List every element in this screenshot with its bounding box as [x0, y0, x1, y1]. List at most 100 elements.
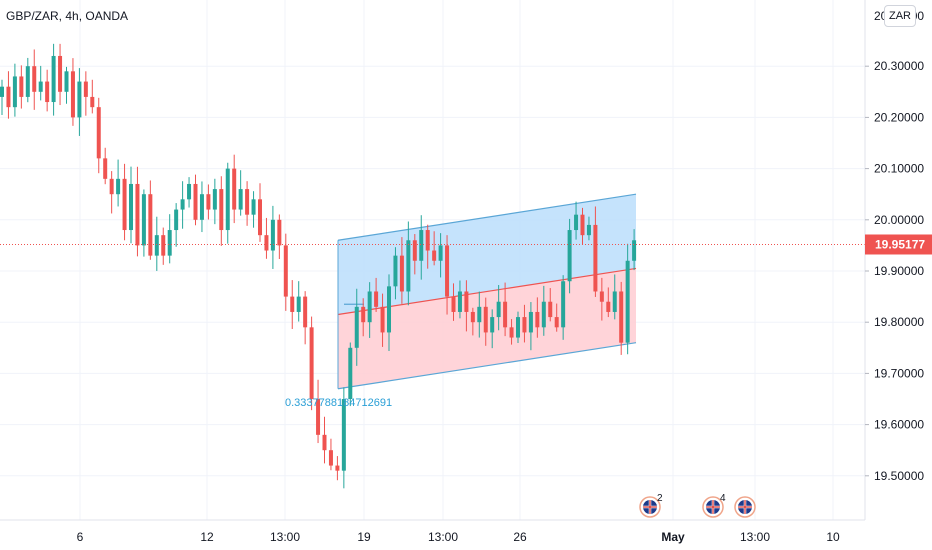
- candle-body: [161, 235, 166, 256]
- candle-body: [19, 76, 24, 97]
- candle-body: [148, 194, 153, 256]
- candle-body: [393, 255, 398, 287]
- channel-upper-zone: [338, 194, 636, 315]
- candle-body: [154, 235, 159, 256]
- candle-body: [341, 399, 346, 471]
- candle-body: [51, 55, 56, 103]
- candle-body: [406, 240, 411, 292]
- candle-body: [103, 158, 108, 179]
- candle-body: [419, 230, 424, 261]
- candle-body: [348, 347, 353, 399]
- candle-body: [180, 199, 185, 210]
- channel-bottom-line: [337, 342, 637, 390]
- time-tick-label: 13:00: [428, 530, 458, 544]
- candle-body: [367, 291, 372, 323]
- candle-body: [374, 291, 379, 307]
- candle-body: [425, 230, 430, 251]
- candle-body: [412, 240, 417, 261]
- candle-body: [535, 311, 540, 328]
- candle-body: [432, 250, 437, 261]
- candle-body: [187, 183, 192, 200]
- candle-body: [451, 296, 456, 312]
- candle-body: [193, 183, 198, 220]
- candle-body: [445, 245, 450, 297]
- candle-body: [399, 255, 404, 292]
- candle-body: [606, 301, 611, 312]
- parallel-channel[interactable]: [337, 193, 637, 390]
- time-tick-label: 12: [200, 530, 214, 544]
- candle-body: [503, 301, 508, 328]
- candle-body: [283, 245, 288, 297]
- candle-body: [58, 55, 63, 92]
- time-tick-label: 13:00: [270, 530, 300, 544]
- candle-body: [245, 189, 250, 215]
- candle-body: [109, 178, 114, 195]
- price-tick-label: 19.80000: [874, 315, 924, 329]
- candle-body: [251, 199, 256, 215]
- candle-body: [135, 183, 140, 246]
- candle-body: [6, 86, 11, 108]
- time-tick-label: 6: [77, 530, 84, 544]
- candle-body: [509, 327, 514, 338]
- candle-body: [554, 317, 559, 328]
- candle-body: [90, 96, 95, 108]
- last-price-label: 19.95177: [875, 237, 925, 251]
- candle-body: [470, 311, 475, 323]
- candle-body: [541, 301, 546, 328]
- price-tick-label: 19.90000: [874, 264, 924, 278]
- event-count: 4: [720, 493, 726, 504]
- candle-body: [619, 291, 624, 343]
- candle-body: [70, 71, 75, 118]
- candle-body: [83, 81, 88, 97]
- candle-body: [264, 235, 269, 251]
- time-tick-label: May: [661, 530, 685, 544]
- candle-body: [77, 81, 82, 118]
- price-axis-bg: [865, 0, 932, 550]
- candle-body: [238, 189, 243, 210]
- candlestick-series: [0, 43, 637, 489]
- candle-body: [483, 306, 488, 333]
- candle-body: [464, 291, 469, 312]
- channel-top-line: [337, 193, 637, 241]
- candle-body: [586, 224, 591, 236]
- economic-event-badge[interactable]: 2: [639, 493, 663, 518]
- candle-body: [361, 306, 366, 323]
- candle-body: [335, 465, 340, 471]
- candle-body: [599, 291, 604, 302]
- chart-title: GBP/ZAR, 4h, OANDA: [6, 9, 129, 23]
- candle-body: [574, 214, 579, 231]
- candle-body: [612, 291, 617, 312]
- economic-event-badge[interactable]: 4: [702, 493, 726, 518]
- currency-badge[interactable]: ZAR: [884, 5, 916, 27]
- candle-body: [528, 311, 533, 333]
- candle-body: [219, 189, 224, 231]
- time-tick-label: 26: [513, 530, 527, 544]
- candle-body: [322, 434, 327, 451]
- candle-body: [316, 399, 321, 435]
- candle-body: [522, 317, 527, 333]
- candle-body: [580, 214, 585, 236]
- candle-body: [567, 230, 572, 282]
- candle-body: [354, 306, 359, 348]
- candle-body: [38, 81, 43, 92]
- candle-body: [45, 81, 50, 103]
- candle-body: [593, 224, 598, 292]
- candle-body: [496, 301, 501, 318]
- candle-body: [632, 240, 637, 261]
- candle-body: [0, 86, 4, 97]
- candle-body: [270, 219, 275, 251]
- candle-body: [167, 230, 172, 256]
- time-tick-label: 10: [826, 530, 840, 544]
- candle-body: [296, 296, 301, 312]
- price-tick-label: 19.50000: [874, 469, 924, 483]
- economic-event-badge[interactable]: [734, 496, 756, 518]
- time-tick-label: 19: [357, 530, 371, 544]
- event-count: 2: [657, 493, 663, 504]
- candle-body: [174, 209, 179, 231]
- candle-body: [225, 168, 230, 231]
- candle-body: [206, 194, 211, 210]
- candle-body: [25, 66, 30, 97]
